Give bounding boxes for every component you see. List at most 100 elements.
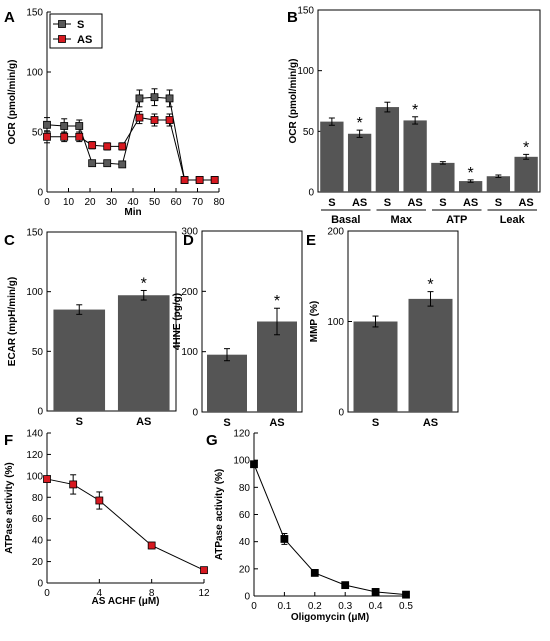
- data-point: [402, 590, 410, 599]
- data-point: [135, 113, 144, 122]
- bar: [431, 162, 455, 192]
- significance-star: *: [523, 139, 529, 156]
- data-point: [88, 159, 97, 168]
- bar: [117, 295, 170, 411]
- data-point: [200, 566, 208, 575]
- y-tick-label: 80: [32, 493, 44, 504]
- x-axis-label: Min: [124, 207, 141, 218]
- legend-marker: [58, 35, 66, 43]
- data-point: [180, 176, 189, 184]
- x-tick-label: 4: [97, 588, 103, 599]
- bar: [408, 298, 453, 412]
- y-axis-label: ECAR (mpH/min/g): [7, 277, 18, 366]
- data-point: [195, 176, 204, 184]
- legend-label: S: [77, 19, 84, 31]
- y-tick-label: 120: [233, 429, 250, 440]
- y-tick-label: 100: [26, 68, 43, 79]
- y-tick-label: 120: [26, 450, 43, 461]
- data-point: [250, 460, 258, 469]
- data-point: [43, 120, 51, 129]
- bar: [53, 309, 106, 411]
- data-point: [280, 535, 289, 543]
- data-point: [147, 541, 156, 550]
- data-point: [118, 160, 127, 169]
- bar: [375, 107, 400, 192]
- group-label: Basal: [331, 214, 360, 226]
- panel-label: C: [4, 232, 15, 249]
- bar: [486, 176, 511, 192]
- y-tick-label: 100: [26, 471, 43, 482]
- y-tick-label: 0: [37, 188, 43, 199]
- category-label: S: [372, 417, 379, 429]
- y-tick-label: 0: [192, 408, 198, 419]
- y-axis-label: ATPase activity (%): [214, 469, 225, 561]
- category-label: AS: [518, 197, 533, 209]
- data-point: [165, 116, 174, 124]
- data-point: [69, 480, 78, 489]
- data-point: [118, 142, 127, 151]
- y-tick-label: 40: [32, 536, 44, 547]
- category-label: S: [76, 416, 83, 428]
- group-label: Max: [391, 214, 413, 226]
- panel-label: A: [4, 9, 15, 26]
- significance-star: *: [468, 165, 474, 182]
- panel-label: B: [287, 9, 298, 26]
- plot-frame: [317, 9, 541, 193]
- x-tick-label: 60: [170, 197, 182, 208]
- category-label: AS: [352, 197, 367, 209]
- data-point: [60, 132, 69, 141]
- category-label: AS: [463, 197, 478, 209]
- bar: [347, 133, 372, 192]
- series-line: [47, 117, 215, 181]
- data-point: [75, 122, 84, 130]
- data-point: [150, 116, 159, 124]
- data-point: [165, 94, 174, 103]
- legend-box: [49, 13, 103, 49]
- y-axis-label: OCR (pmol/min/g): [288, 59, 299, 144]
- x-tick-label: 70: [192, 197, 204, 208]
- series-line: [46, 478, 205, 571]
- y-tick-label: 40: [239, 537, 251, 548]
- bar: [320, 121, 344, 192]
- panel-d: D 0 100 200 300 4HNE (pg/g) S * AS: [172, 227, 303, 429]
- y-tick-label: 50: [32, 128, 44, 139]
- x-tick-label: 50: [149, 197, 161, 208]
- category-label: AS: [136, 416, 151, 428]
- data-point: [310, 569, 319, 577]
- y-tick-label: 20: [32, 557, 44, 568]
- x-tick-label: 0: [44, 588, 50, 599]
- legend-marker: [58, 20, 66, 28]
- bar: [458, 181, 483, 192]
- panel-b: B 0 50 100 150 OCR (pmol/min/g) S * AS S * AS S * AS S *…: [287, 6, 541, 226]
- data-point: [150, 93, 159, 102]
- bar: [207, 354, 247, 412]
- y-tick-label: 0: [37, 407, 43, 418]
- category-label: AS: [269, 417, 284, 429]
- x-tick-label: 80: [213, 197, 225, 208]
- category-label: AS: [407, 197, 422, 209]
- data-point: [371, 588, 380, 596]
- category-label: S: [328, 197, 335, 209]
- plot-frame: [46, 231, 177, 412]
- y-tick-label: 150: [26, 228, 43, 239]
- data-point: [43, 132, 51, 141]
- bar: [403, 120, 427, 192]
- y-tick-label: 100: [233, 456, 250, 467]
- y-tick-label: 100: [297, 66, 314, 77]
- y-tick-label: 150: [297, 6, 314, 17]
- y-axis-label: 4HNE (pg/g): [172, 293, 183, 350]
- y-tick-label: 50: [303, 127, 315, 138]
- significance-star: *: [274, 293, 280, 310]
- x-tick-label: 8: [149, 588, 155, 599]
- data-point: [103, 159, 112, 168]
- panel-f: F 0 20 40 60 80 100 120 140 ATPase activity (%) 0 4…: [4, 429, 210, 608]
- x-tick-label: 20: [84, 197, 96, 208]
- y-tick-label: 50: [32, 347, 44, 358]
- panel-g: G 0 20 40 60 80 100 120 ATPase activity (%) 0 0.1 0…: [206, 429, 413, 624]
- y-axis-label: OCR (pmol/min/g): [7, 60, 18, 145]
- panel-label: G: [206, 432, 218, 449]
- data-point: [75, 132, 84, 141]
- x-tick-label: 12: [198, 588, 210, 599]
- group-label: ATP: [446, 214, 467, 226]
